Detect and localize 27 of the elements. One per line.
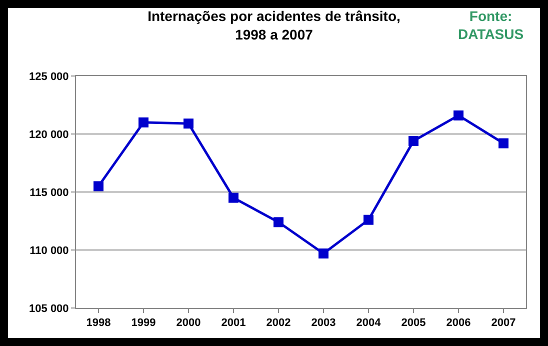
- y-tick-label: 110 000: [30, 244, 69, 257]
- source-note: Fonte: DATASUS: [458, 8, 524, 42]
- x-tick-label: 2002: [266, 317, 291, 330]
- point: [318, 248, 328, 258]
- x-tick-label: 2003: [311, 317, 336, 330]
- y-tick-label: 115 000: [30, 186, 69, 199]
- y-tick-label: 125 000: [29, 70, 69, 83]
- point: [364, 214, 374, 225]
- x-tick-label: 1998: [86, 317, 111, 330]
- x-tick-label: 2007: [491, 317, 516, 330]
- point: [138, 117, 148, 128]
- point: [228, 192, 238, 203]
- x-tick-label: 2000: [176, 317, 201, 330]
- point: [94, 181, 104, 192]
- y-tick-label: 120 000: [29, 128, 69, 141]
- x-tick-label: 2004: [356, 317, 382, 330]
- x-tick-label: 2005: [401, 317, 426, 330]
- x-tick-label: 2006: [446, 317, 471, 330]
- x-tick-label: 2001: [221, 317, 246, 330]
- point: [408, 136, 418, 146]
- chart-title: Internações por acidentes de trânsito, 1998 a 2007: [148, 8, 400, 42]
- y-tick-label: 105 000: [29, 302, 69, 315]
- point: [274, 217, 284, 228]
- point: [498, 138, 508, 148]
- x-tick-label: 1999: [131, 317, 156, 330]
- point: [184, 118, 194, 129]
- point: [454, 110, 464, 120]
